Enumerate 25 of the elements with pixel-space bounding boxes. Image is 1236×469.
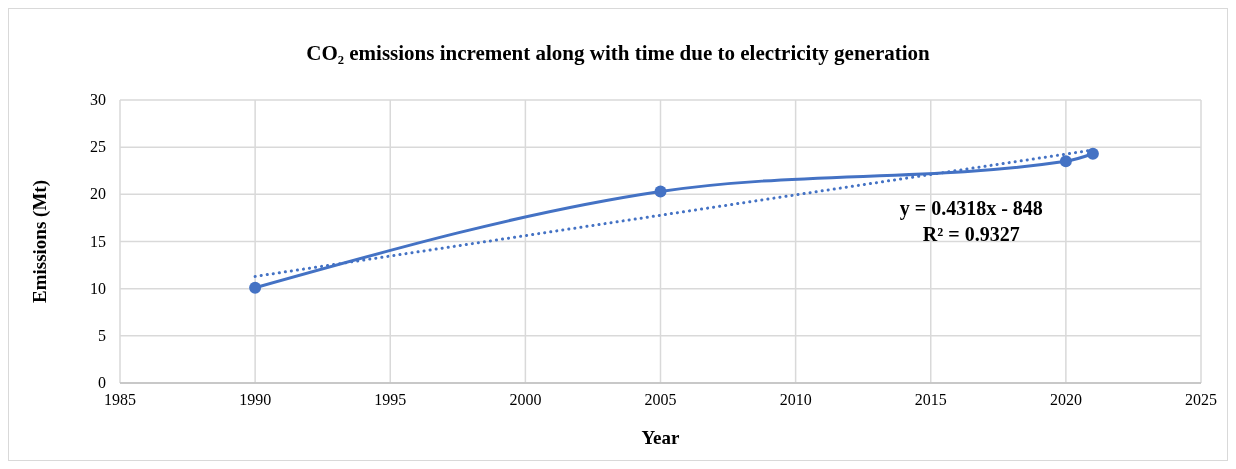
x-axis-title: Year bbox=[641, 427, 681, 448]
point bbox=[1086, 147, 1099, 160]
x-tick-label: 2015 bbox=[914, 391, 947, 408]
x-tick-label: 2005 bbox=[644, 391, 677, 408]
y-tick-label: 15 bbox=[90, 232, 106, 250]
annotation: R² = 0.9327 bbox=[922, 223, 1020, 246]
chart-title: CO₂ emissions increment along with time due to electricity generation bbox=[306, 41, 931, 65]
y-axis-title: Emissions (Mt) bbox=[29, 180, 51, 303]
x-tick-label: 2000 bbox=[509, 391, 542, 408]
x-tick-label: 2020 bbox=[1049, 391, 1082, 408]
x-tick-label: 1995 bbox=[374, 391, 407, 408]
point bbox=[1059, 155, 1072, 168]
y-tick-label: 0 bbox=[98, 374, 106, 391]
x-tick-label: 1990 bbox=[239, 391, 272, 408]
x-tick-label: 2025 bbox=[1185, 391, 1217, 408]
point bbox=[249, 281, 262, 294]
annotation: y = 0.4318x - 848 bbox=[899, 197, 1043, 221]
y-tick-label: 20 bbox=[90, 185, 106, 203]
y-tick-label: 30 bbox=[90, 91, 106, 108]
point bbox=[654, 185, 667, 198]
y-tick-label: 25 bbox=[90, 138, 106, 156]
y-tick-label: 10 bbox=[90, 279, 106, 297]
x-tick-label: 2010 bbox=[779, 391, 812, 408]
y-tick-label: 5 bbox=[98, 326, 106, 344]
x-tick-label: 1985 bbox=[104, 391, 136, 408]
